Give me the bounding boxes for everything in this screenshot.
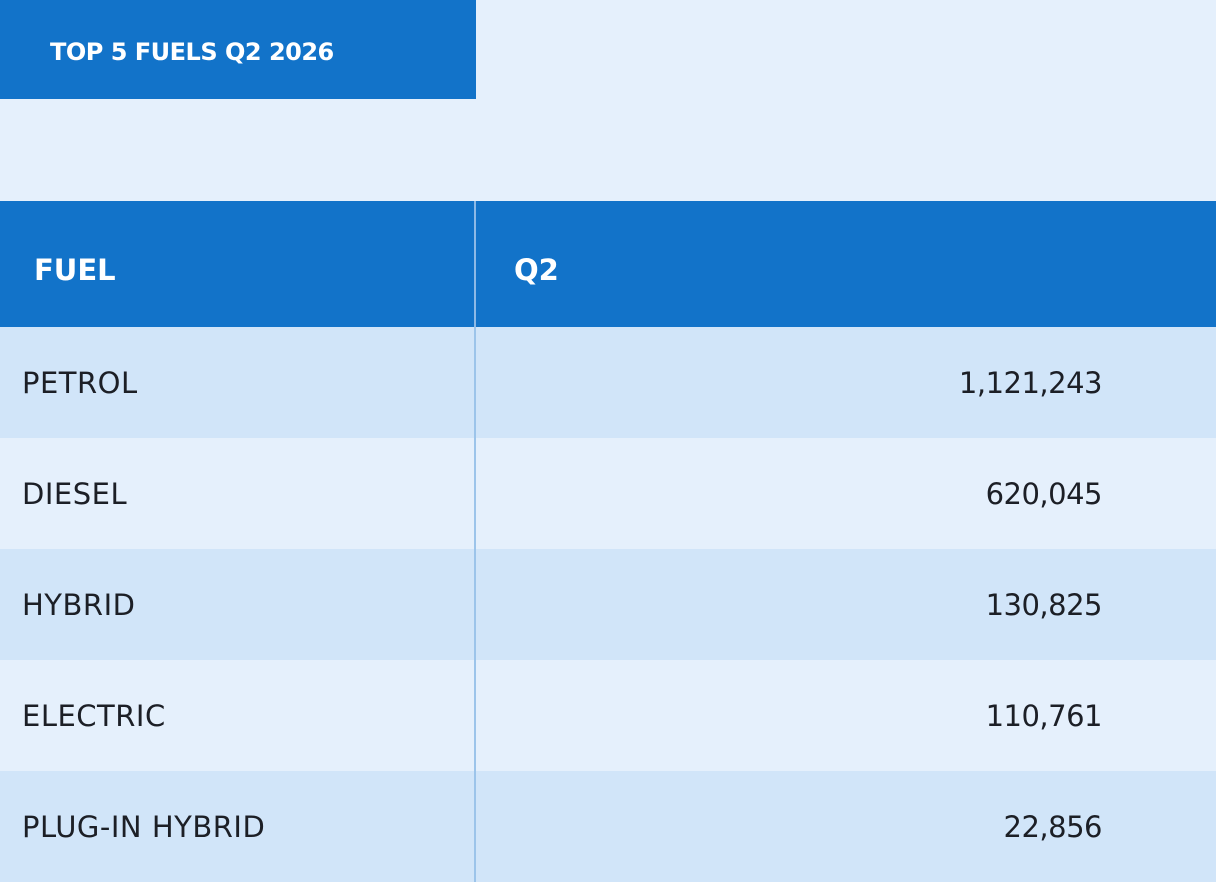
q2-value-cell: 110,761: [985, 698, 1103, 733]
fuel-cell: DIESEL: [0, 438, 476, 549]
table-row: ELECTRIC 110,761: [0, 660, 1216, 771]
table-row: PLUG-IN HYBRID 22,856: [0, 771, 1216, 882]
fuel-cell: ELECTRIC: [0, 660, 476, 771]
title-banner: TOP 5 FUELS Q2 2026: [0, 0, 476, 99]
table-row: HYBRID 130,825: [0, 549, 1216, 660]
fuel-cell: HYBRID: [0, 549, 476, 660]
table-header-row: FUEL Q2: [0, 201, 1216, 327]
fuel-cell: PETROL: [0, 327, 476, 438]
table-title: TOP 5 FUELS Q2 2026: [50, 37, 334, 66]
header-q2: Q2: [514, 253, 559, 287]
table-row: DIESEL 620,045: [0, 438, 1216, 549]
q2-value-cell: 1,121,243: [958, 365, 1103, 400]
q2-value-cell: 130,825: [985, 587, 1103, 622]
header-fuel: FUEL: [0, 201, 476, 327]
fuel-cell: PLUG-IN HYBRID: [0, 771, 476, 882]
table-row: PETROL 1,121,243: [0, 327, 1216, 438]
q2-value-cell: 22,856: [1003, 809, 1103, 844]
table-body: PETROL 1,121,243 DIESEL 620,045 HYBRID 1…: [0, 327, 1216, 882]
fuels-table: FUEL Q2 PETROL 1,121,243 DIESEL 620,045 …: [0, 201, 1216, 882]
q2-value-cell: 620,045: [985, 476, 1103, 511]
